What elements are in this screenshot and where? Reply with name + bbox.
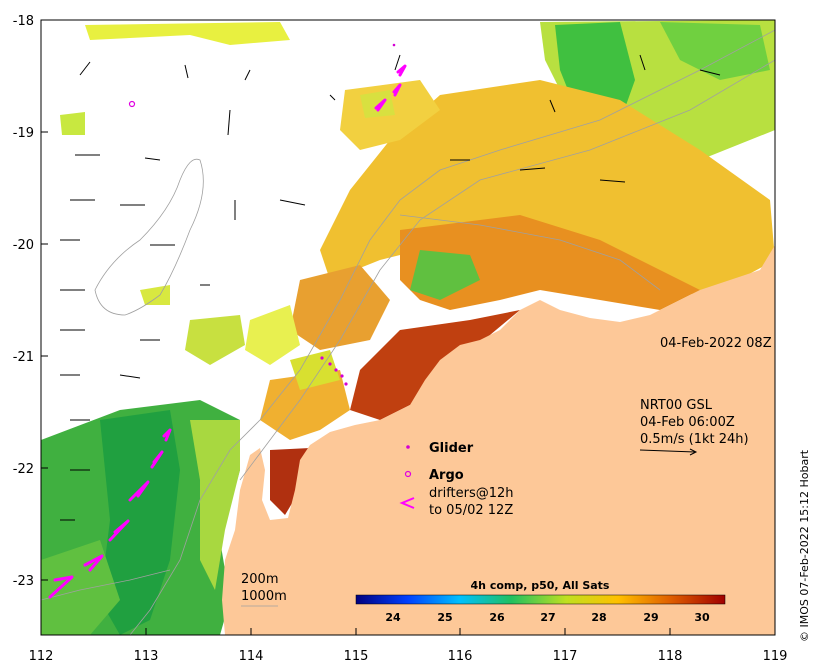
x-tick-119: 119 xyxy=(763,649,788,664)
current-scale: 0.5m/s (1kt 24h) xyxy=(640,432,749,447)
land-mass xyxy=(222,245,775,635)
argo-legend-icon xyxy=(404,470,412,478)
drifter-tracks xyxy=(48,64,407,599)
legend-drifters: drifters@12h xyxy=(429,486,514,501)
current-source: NRT00 GSL xyxy=(640,398,713,413)
legend: Glider Argo drifters@12h to 05/02 12Z xyxy=(399,441,514,518)
y-tick-22: -22 xyxy=(13,462,34,477)
contour-label-200m: 200m xyxy=(241,572,278,587)
credit-text: © IMOS 07-Feb-2022 15:12 Hobart xyxy=(798,449,811,642)
colorbar-title: 4h comp, p50, All Sats xyxy=(471,579,610,592)
colorbar xyxy=(355,594,726,605)
x-tick-112: 112 xyxy=(29,649,54,664)
current-vectors xyxy=(60,54,721,521)
sst-field xyxy=(41,20,775,635)
colorbar-tick-30: 30 xyxy=(694,611,710,624)
bathymetry-contours xyxy=(41,29,775,635)
argo-float xyxy=(128,100,136,108)
plot-frame xyxy=(40,19,776,636)
x-tick-117: 117 xyxy=(553,649,578,664)
current-time: 04-Feb 06:00Z xyxy=(640,415,735,430)
glider-legend-icon xyxy=(406,445,410,449)
x-tick-113: 113 xyxy=(134,649,159,664)
y-tick-23: -23 xyxy=(13,574,34,589)
contour-label-1000m: 1000m xyxy=(241,589,287,604)
glider-track xyxy=(320,43,396,386)
y-tick-18: -18 xyxy=(13,14,34,29)
colorbar-tick-24: 24 xyxy=(385,611,401,624)
y-axis xyxy=(41,19,48,581)
colorbar-tick-29: 29 xyxy=(643,611,658,624)
x-tick-116: 116 xyxy=(448,649,473,664)
x-tick-118: 118 xyxy=(658,649,683,664)
map-timestamp: 04-Feb-2022 08Z xyxy=(660,336,772,351)
y-tick-21: -21 xyxy=(13,350,34,365)
legend-glider: Glider xyxy=(429,441,474,456)
x-axis xyxy=(40,628,776,635)
x-tick-115: 115 xyxy=(344,649,369,664)
drifter-legend-icon xyxy=(399,497,415,509)
y-tick-20: -20 xyxy=(13,238,34,253)
colorbar-tick-28: 28 xyxy=(591,611,606,624)
y-tick-19: -19 xyxy=(13,126,34,141)
colorbar-tick-26: 26 xyxy=(489,611,505,624)
colorbar-tick-27: 27 xyxy=(540,611,555,624)
legend-argo: Argo xyxy=(429,468,464,483)
x-tick-114: 114 xyxy=(239,649,264,664)
legend-drifters-range: to 05/02 12Z xyxy=(429,503,513,518)
colorbar-tick-25: 25 xyxy=(437,611,452,624)
